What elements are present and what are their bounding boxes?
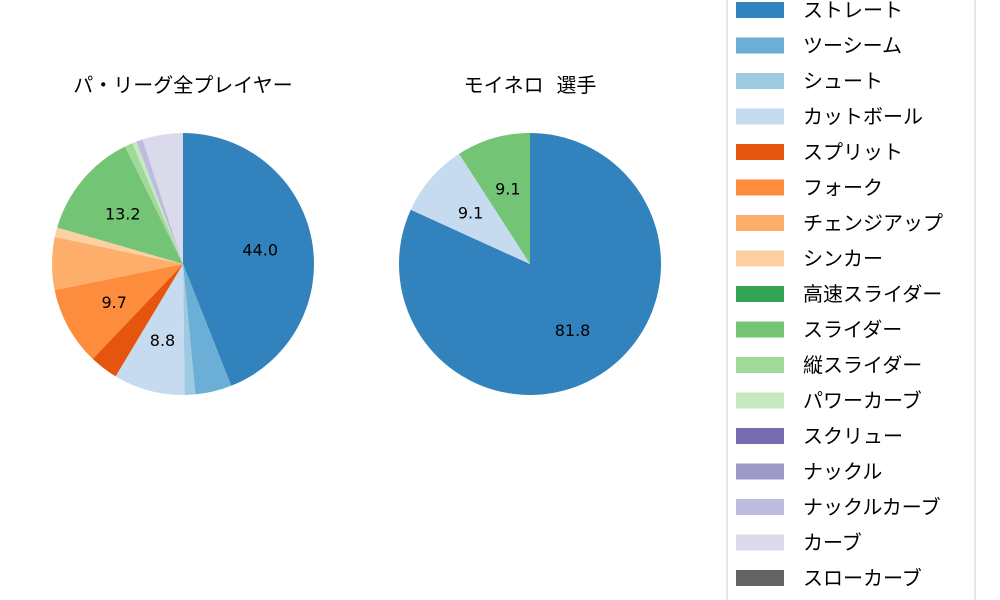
legend-label: チェンジアップ (803, 211, 943, 235)
legend-swatch (736, 215, 784, 231)
pie-slice-ナックルカーブ (136, 139, 183, 264)
pie-right: 81.8 9.1 9.1 (399, 133, 661, 395)
slice-label: 44.0 (242, 240, 278, 259)
legend-swatch (736, 250, 784, 267)
legend-swatch (736, 108, 784, 125)
legend-swatch (736, 428, 784, 444)
legend-label: スライダー (803, 318, 902, 342)
legend-swatch (736, 179, 784, 196)
legend-label: スクリュー (803, 424, 903, 448)
pie-slice-縦スライダー (124, 143, 183, 264)
pie-slice-カットボール (115, 264, 185, 395)
legend-label: シュート (803, 69, 883, 93)
pie-slice-ストレート (183, 133, 314, 386)
legend-swatch (736, 321, 784, 338)
legend-label: 高速スライダー (803, 282, 942, 306)
legend-label: ナックルカーブ (803, 495, 941, 519)
legend-swatch (736, 570, 784, 586)
pie-slice-スライダー (57, 146, 184, 264)
pie-slice-カーブ (142, 133, 183, 264)
chart-title-left: パ・リーグ全プレイヤー (73, 73, 292, 97)
legend-swatch (736, 144, 784, 160)
legend: ストレートツーシームシュートカットボールスプリットフォークチェンジアップシンカー… (726, 0, 976, 600)
pie-slice-フォーク (54, 264, 183, 359)
pie-slice-シンカー (54, 227, 183, 264)
legend-label: スプリット (803, 140, 903, 164)
legend-label: スローカーブ (803, 566, 922, 590)
pie-slice-カットボール (410, 153, 530, 264)
pie-slice-シュート (183, 264, 196, 395)
legend-label: シンカー (803, 247, 883, 271)
pie-slice-パワーカーブ (132, 141, 183, 264)
slice-label: 9.7 (102, 293, 127, 312)
legend-label: カットボール (803, 105, 923, 129)
legend-swatch (736, 73, 784, 89)
legend-swatch (736, 534, 784, 551)
legend-swatch (736, 2, 784, 18)
slice-label: 13.2 (105, 205, 141, 224)
legend-swatch (736, 37, 784, 54)
slice-label: 8.8 (150, 331, 175, 350)
pie-slice-チェンジアップ (51, 237, 183, 291)
slice-label: 9.1 (495, 180, 520, 199)
pie-slice-ツーシーム (183, 264, 232, 395)
legend-label: ツーシーム (803, 34, 902, 58)
legend-label: パワーカーブ (803, 389, 922, 413)
legend-label: ストレート (803, 0, 903, 22)
legend-label: カーブ (803, 531, 862, 555)
legend-label: 縦スライダー (803, 353, 922, 377)
legend-swatch (736, 357, 784, 373)
legend-swatch (736, 286, 784, 302)
pie-slice-スプリット (92, 264, 183, 377)
slice-label: 9.1 (458, 204, 483, 223)
legend-swatch (736, 499, 784, 515)
legend-label: フォーク (803, 176, 883, 200)
pie-left: 44.0 8.8 9.7 13.2 (51, 133, 314, 395)
slice-label: 81.8 (555, 321, 591, 340)
chart-title-right: モイネロ 選手 (464, 73, 597, 97)
legend-frame (726, 0, 976, 600)
legend-swatch (736, 463, 784, 480)
legend-swatch (736, 392, 784, 409)
legend-label: ナックル (803, 460, 882, 484)
pie-slice-スライダー (459, 133, 530, 264)
